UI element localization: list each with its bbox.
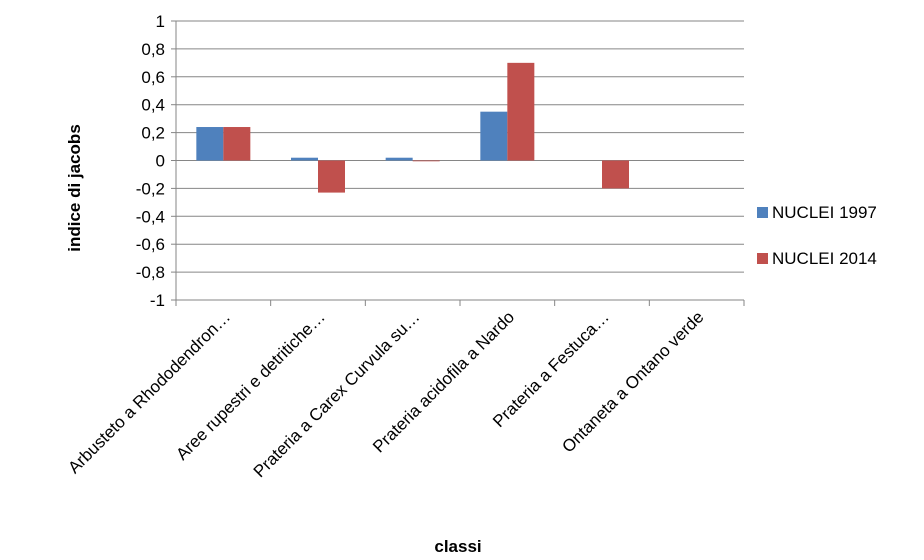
x-tick-labels: Arbusteto a Rhododendron…Aree rupestri e… bbox=[64, 307, 707, 481]
legend-label-1997: NUCLEI 1997 bbox=[772, 203, 877, 222]
legend-swatch-1997 bbox=[757, 207, 768, 218]
y-tick-label: -0,4 bbox=[136, 207, 165, 226]
y-tick-label: 0,2 bbox=[141, 124, 165, 143]
bar bbox=[480, 111, 508, 161]
axes bbox=[171, 20, 745, 306]
x-axis-title: classi bbox=[434, 537, 481, 556]
y-tick-label: 0,8 bbox=[141, 40, 165, 59]
y-tick-label: -0,6 bbox=[136, 235, 165, 254]
legend-swatch-2014 bbox=[757, 253, 768, 264]
bar bbox=[507, 62, 535, 161]
bar bbox=[318, 160, 345, 193]
y-tick-label: -1 bbox=[150, 291, 165, 310]
y-tick-label: 0,6 bbox=[141, 68, 165, 87]
bar bbox=[223, 127, 251, 161]
gridlines bbox=[176, 20, 744, 301]
y-tick-label: -0,8 bbox=[136, 263, 165, 282]
legend-item-2014: NUCLEI 2014 bbox=[757, 249, 877, 268]
y-axis-title: indice di jacobs bbox=[65, 124, 84, 252]
bar bbox=[602, 160, 629, 189]
bar bbox=[196, 127, 224, 161]
legend-item-1997: NUCLEI 1997 bbox=[757, 203, 877, 222]
y-tick-label: -0,2 bbox=[136, 179, 165, 198]
x-tick-label: Prateria a Carex Curvula su… bbox=[250, 307, 424, 481]
bars bbox=[196, 62, 629, 193]
legend-label-2014: NUCLEI 2014 bbox=[772, 249, 877, 268]
y-tick-label: 1 bbox=[156, 12, 165, 31]
bar bbox=[291, 157, 318, 161]
legend: NUCLEI 1997 NUCLEI 2014 bbox=[757, 203, 877, 268]
y-tick-label: 0,4 bbox=[141, 96, 165, 115]
bar bbox=[412, 160, 440, 162]
y-tick-label: 0 bbox=[156, 152, 165, 171]
y-tick-labels: 1 0,8 0,6 0,4 0,2 0 -0,2 -0,4 -0,6 -0,8 -1 bbox=[136, 12, 165, 310]
x-tick-label: Arbusteto a Rhododendron… bbox=[64, 307, 234, 477]
bar bbox=[385, 157, 413, 161]
